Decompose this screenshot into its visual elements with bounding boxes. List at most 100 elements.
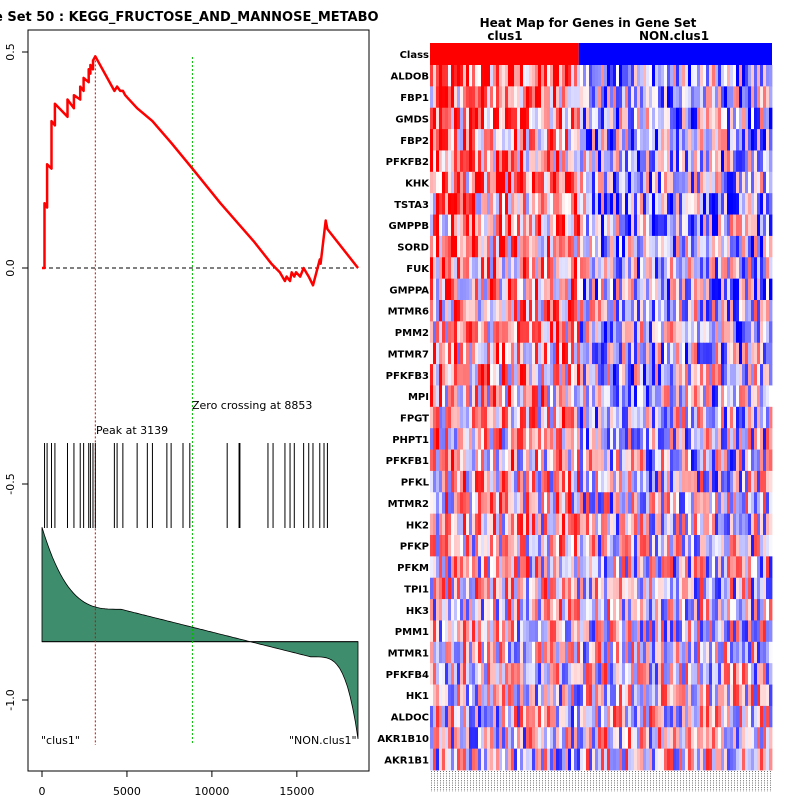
heatmap-cell xyxy=(727,513,731,536)
heatmap-cell xyxy=(439,257,443,280)
heatmap-cell xyxy=(733,278,737,301)
heatmap-cell xyxy=(463,577,467,600)
heatmap-cell xyxy=(655,620,659,643)
heatmap-cell xyxy=(511,641,515,664)
heatmap-cell xyxy=(655,235,659,258)
heatmap-cell xyxy=(604,129,608,151)
heatmap-cell xyxy=(652,107,656,130)
heatmap-cell xyxy=(583,513,587,536)
heatmap-cell xyxy=(595,556,599,579)
heatmap-cell xyxy=(613,193,617,215)
heatmap-cell xyxy=(730,577,734,600)
heatmap-cell xyxy=(688,428,692,450)
heatmap-cell xyxy=(514,321,518,344)
heatmap-cell xyxy=(493,641,497,664)
heatmap-cell xyxy=(559,620,563,643)
heatmap-cell xyxy=(514,428,518,450)
heatmap-cell xyxy=(688,641,692,664)
heatmap-cell xyxy=(463,193,467,215)
heatmap-cell xyxy=(700,663,704,685)
heatmap-cell xyxy=(442,705,446,728)
heatmap-cell xyxy=(739,641,743,664)
heatmap-cell xyxy=(595,663,599,685)
heatmap-cell xyxy=(523,705,527,728)
heatmap-cell xyxy=(484,193,488,215)
heatmap-cell xyxy=(664,278,668,301)
heatmap-cell xyxy=(670,406,674,429)
heatmap-cell xyxy=(631,449,635,472)
heatmap-cell xyxy=(496,599,500,621)
heatmap-cell xyxy=(439,556,443,579)
heatmap-cell xyxy=(475,193,479,215)
heatmap-cell xyxy=(571,257,575,280)
heatmap-cell xyxy=(571,300,575,322)
heatmap-cell xyxy=(442,513,446,536)
heatmap-cell xyxy=(511,150,515,173)
heatmap-cell xyxy=(448,342,452,365)
heatmap-cell xyxy=(550,727,554,750)
heatmap-cell xyxy=(526,171,530,194)
heatmap-cell xyxy=(676,385,680,408)
heatmap-cell xyxy=(766,641,770,664)
heatmap-cell xyxy=(664,364,668,386)
heatmap-cell xyxy=(646,705,650,728)
heatmap-cell xyxy=(529,193,533,215)
heatmap-cell xyxy=(619,86,623,109)
heatmap-cell xyxy=(511,449,515,472)
heatmap-cell xyxy=(763,171,767,194)
heatmap-cell xyxy=(655,107,659,130)
heatmap-cell xyxy=(628,620,632,643)
heatmap-cell xyxy=(553,449,557,472)
heatmap-cell xyxy=(514,577,518,600)
heatmap-cell xyxy=(589,470,593,493)
heatmap-cell xyxy=(607,107,611,130)
heatmap-cell xyxy=(493,705,497,728)
heatmap-cell xyxy=(436,214,440,237)
heatmap-cell xyxy=(652,214,656,237)
heatmap-cell xyxy=(589,577,593,600)
heatmap-cell xyxy=(727,556,731,579)
heatmap-cell xyxy=(601,748,605,771)
heatmap-cell xyxy=(565,278,569,301)
heatmap-cell xyxy=(520,171,524,194)
heatmap-cell xyxy=(613,599,617,621)
heatmap-cell xyxy=(682,641,686,664)
heatmap-cell xyxy=(700,107,704,130)
heatmap-cell xyxy=(700,641,704,664)
heatmap-cell xyxy=(727,727,731,750)
heatmap-cell xyxy=(574,620,578,643)
heatmap-cell xyxy=(670,513,674,536)
heatmap-cell xyxy=(757,278,761,301)
heatmap-cell xyxy=(664,150,668,173)
heatmap-cell xyxy=(466,342,470,365)
heatmap-cell xyxy=(493,577,497,600)
heatmap-cell xyxy=(499,449,503,472)
heatmap-cell xyxy=(493,364,497,386)
heatmap-cell xyxy=(631,556,635,579)
heatmap-cell xyxy=(526,150,530,173)
heatmap-cell xyxy=(571,321,575,344)
heatmap-cell xyxy=(472,727,476,750)
heatmap-cell xyxy=(667,449,671,472)
heatmap-cell xyxy=(553,705,557,728)
heatmap-cell xyxy=(748,556,752,579)
x-tick-label: 0 xyxy=(39,785,46,798)
heatmap-cell xyxy=(625,257,629,280)
heatmap-cell xyxy=(580,492,584,515)
heatmap-cell xyxy=(757,406,761,429)
heatmap-cell xyxy=(739,470,743,493)
heatmap-cell xyxy=(730,65,734,87)
heatmap-cell xyxy=(541,193,545,215)
heatmap-cell xyxy=(670,321,674,344)
heatmap-cell xyxy=(646,748,650,771)
heatmap-cell xyxy=(589,492,593,515)
heatmap-cell xyxy=(748,257,752,280)
heatmap-cell xyxy=(628,150,632,173)
heatmap-cell xyxy=(583,342,587,365)
heatmap-cell xyxy=(658,748,662,771)
heatmap-cell xyxy=(460,193,464,215)
heatmap-cell xyxy=(550,556,554,579)
heatmap-cell xyxy=(754,171,758,194)
heatmap-cell xyxy=(595,748,599,771)
heatmap-cell xyxy=(478,428,482,450)
